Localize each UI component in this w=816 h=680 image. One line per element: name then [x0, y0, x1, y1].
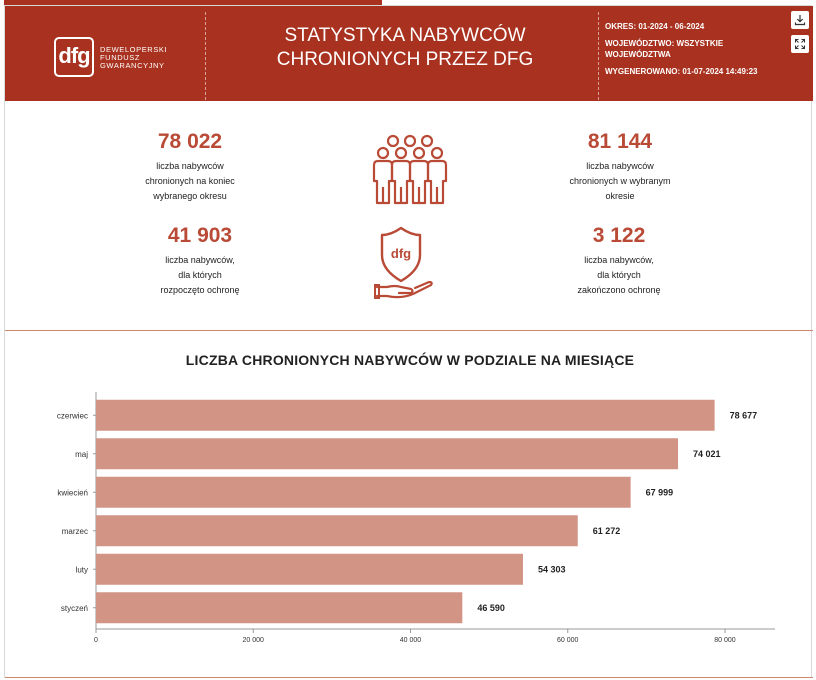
stat-value: 3 122: [592, 224, 646, 247]
chart-title: LICZBA CHRONIONYCH NABYWCÓW W PODZIALE N…: [185, 352, 635, 368]
stat-selected-period: 81 144 liczba nabywców chronionych w wyb…: [525, 130, 715, 204]
header-divider: [598, 12, 599, 100]
stat-value: 81 144: [587, 130, 653, 153]
stat-label: liczba nabywców chronionych w wybranym o…: [525, 159, 715, 204]
stat-label-line: chronionych na koniec: [145, 176, 235, 186]
report-header: dfg DEWELOPERSKI FUNDUSZ GWARANCYJNY STA…: [5, 6, 813, 101]
shield-dfg-text: dfg: [391, 246, 411, 261]
stat-label-line: chronionych w wybranym: [569, 176, 671, 186]
logo-line: FUNDUSZ: [100, 53, 141, 62]
stat-value: 78 022: [157, 130, 223, 153]
stat-value: 41 903: [167, 224, 233, 247]
download-button[interactable]: [791, 11, 809, 29]
people-icon: [372, 134, 448, 205]
logo-line: GWARANCYJNY: [100, 61, 165, 70]
period-text: OKRES: 01-2024 - 06-2024: [605, 22, 705, 31]
title-line-1: STATYSTYKA NABYWCÓW: [284, 25, 526, 46]
stat-protection-ended: 3 122 liczba nabywców, dla których zakoń…: [524, 224, 714, 298]
shield-hand-icon: dfg: [374, 226, 433, 299]
generated-text: WYGENEROWANO: 01-07-2024 14:49:23: [605, 67, 758, 76]
stat-label: liczba nabywców, dla których rozpoczęto …: [105, 253, 295, 298]
report-info: OKRES: 01-2024 - 06-2024 WOJEWÓDZTWO: WS…: [605, 21, 790, 83]
download-icon: [794, 15, 806, 26]
stat-label-line: dla których: [178, 270, 222, 280]
stat-label: liczba nabywców chronionych na koniec wy…: [95, 159, 285, 204]
title-line-2: CHRONIONYCH PRZEZ DFG: [276, 49, 534, 70]
logo-line: DEWELOPERSKI: [100, 45, 168, 54]
stat-label-line: liczba nabywców: [156, 161, 224, 171]
stat-label-line: wybranego okresu: [153, 191, 227, 201]
page-title: STATYSTYKA NABYWCÓW CHRONIONYCH PRZEZ DF…: [210, 24, 600, 72]
expand-button[interactable]: [791, 35, 809, 53]
top-accent-strip: [4, 0, 382, 5]
logo-text: DEWELOPERSKI FUNDUSZ GWARANCYJNY: [100, 46, 167, 70]
report-frame: [4, 5, 812, 678]
section-divider: [5, 330, 813, 331]
stat-label-line: rozpoczęto ochronę: [160, 285, 240, 295]
stat-protection-started: 41 903 liczba nabywców, dla których rozp…: [105, 224, 295, 298]
expand-icon: [795, 39, 805, 49]
stat-label-line: liczba nabywców,: [165, 255, 235, 265]
voivodeship-text: WOJEWÓDZTWO: WSZYSTKIE WOJEWÓDZTWA: [605, 39, 724, 59]
dfg-logo: dfg: [54, 37, 94, 77]
stat-label-line: okresie: [605, 191, 635, 201]
stat-label-line: liczba nabywców,: [584, 255, 654, 265]
stat-label-line: dla których: [597, 270, 641, 280]
stat-end-period: 78 022 liczba nabywców chronionych na ko…: [95, 130, 285, 204]
header-divider: [205, 12, 206, 100]
stat-label-line: liczba nabywców: [586, 161, 654, 171]
stat-label: liczba nabywców, dla których zakończono …: [524, 253, 714, 298]
bottom-divider: [5, 677, 813, 678]
stat-label-line: zakończono ochronę: [577, 285, 661, 295]
